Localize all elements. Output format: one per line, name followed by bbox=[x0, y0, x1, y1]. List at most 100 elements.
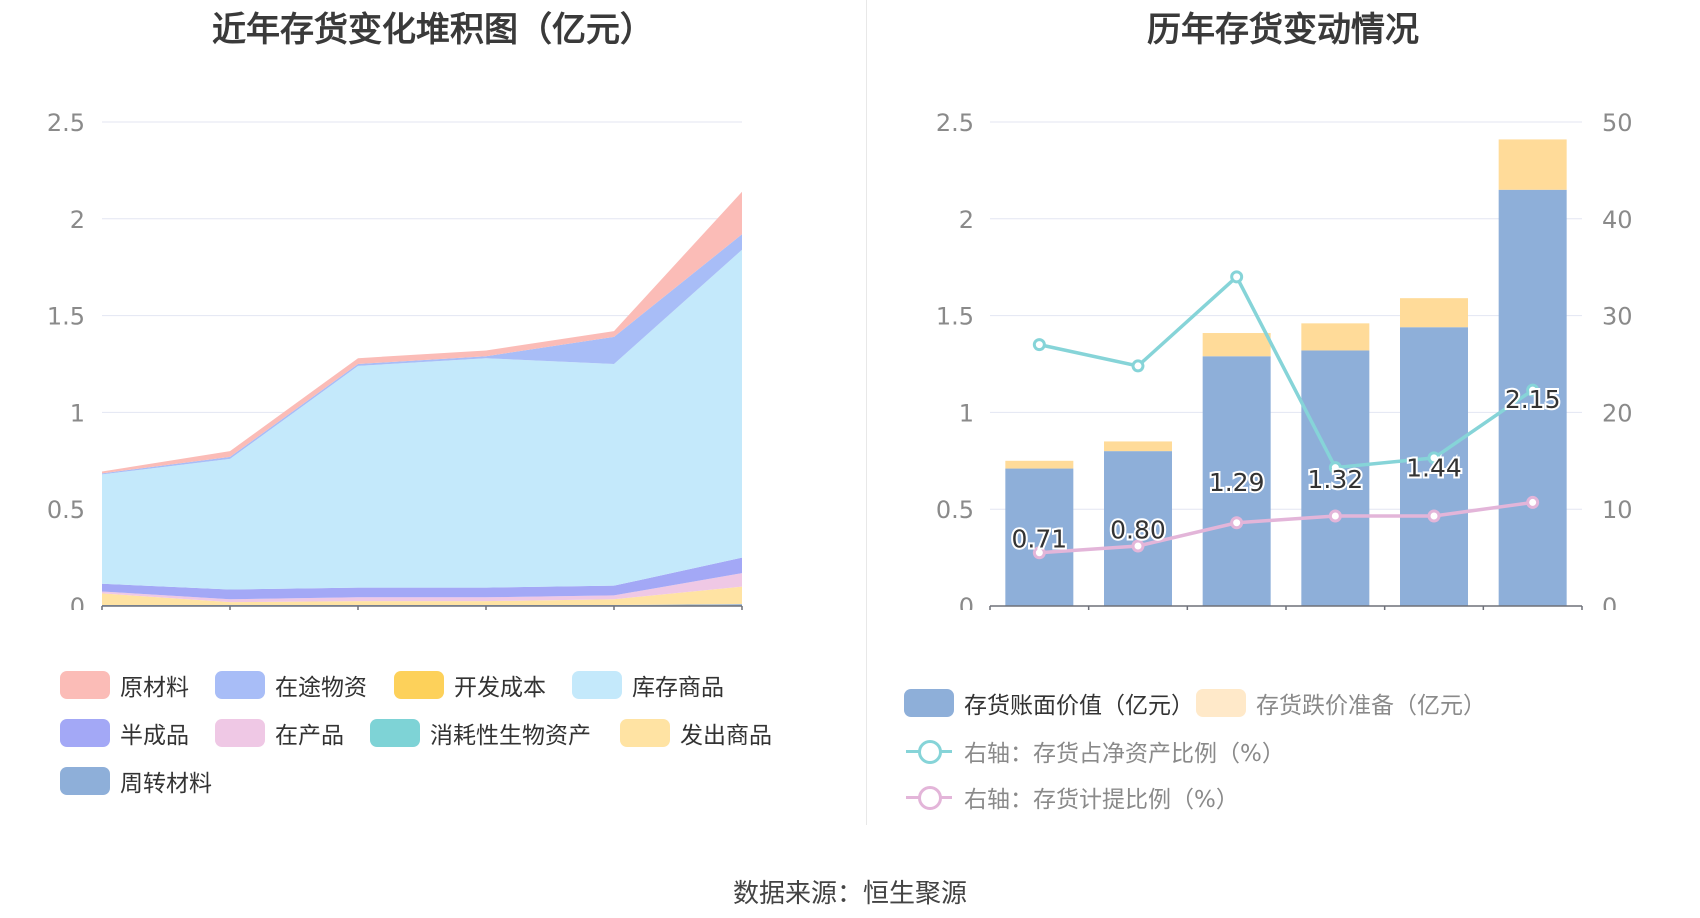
line-point bbox=[1032, 546, 1046, 560]
line-point bbox=[1328, 509, 1342, 523]
chart-title: 近年存货变化堆积图（亿元） bbox=[212, 10, 654, 50]
y-tick-label: 2.5 bbox=[47, 109, 85, 137]
panel-divider bbox=[866, 0, 867, 825]
legend-item[interactable]: 库存商品 bbox=[572, 668, 724, 702]
bar-line-chart-panel: 历年存货变动情况 00.511.522.50102030405020192020… bbox=[866, 0, 1700, 830]
legend-item[interactable]: 半成品 bbox=[60, 716, 189, 750]
line-右轴：存货计提比例（%） bbox=[1039, 500, 1533, 555]
area-series-库存商品 bbox=[102, 249, 742, 590]
y-tick-label: 1 bbox=[70, 399, 85, 427]
legend-swatch bbox=[60, 671, 110, 699]
legend-item[interactable]: 在产品 bbox=[215, 716, 344, 750]
legend-swatch bbox=[370, 719, 420, 747]
bar-value-label: 1.44 bbox=[1406, 454, 1462, 483]
legend-item[interactable]: 原材料 bbox=[60, 668, 189, 702]
line-point bbox=[1526, 383, 1540, 397]
legend-swatch bbox=[620, 719, 670, 747]
legend-item[interactable]: 发出商品 bbox=[620, 716, 772, 750]
y-right-tick-label: 0 bbox=[1602, 593, 1617, 610]
y-right-tick-label: 20 bbox=[1602, 399, 1633, 427]
bar-value-label: 1.29 bbox=[1209, 468, 1265, 497]
line-point bbox=[1328, 461, 1342, 475]
y-left-tick-label: 0 bbox=[959, 593, 974, 610]
line-point bbox=[1427, 451, 1441, 465]
legend-swatch bbox=[394, 671, 444, 699]
legend-label: 在产品 bbox=[275, 723, 344, 749]
line-point bbox=[1230, 270, 1244, 284]
legend-item[interactable]: 右轴：存货占净资产比例（%） bbox=[904, 734, 1285, 768]
legend-label: 周转材料 bbox=[120, 771, 212, 797]
bar-value-label: 2.15 bbox=[1505, 385, 1561, 414]
bar-存货账面价值（亿元） bbox=[1202, 356, 1271, 606]
legend-swatch bbox=[1196, 689, 1246, 717]
y-right-tick-label: 40 bbox=[1602, 206, 1633, 234]
bar-存货跌价准备（亿元） bbox=[1005, 460, 1074, 469]
legend-swatch bbox=[215, 671, 265, 699]
bar-存货账面价值（亿元） bbox=[1400, 327, 1468, 606]
legend-label: 消耗性生物资产 bbox=[430, 723, 591, 749]
bar-存货账面价值（亿元） bbox=[1005, 468, 1074, 606]
bar-存货账面价值（亿元） bbox=[1498, 189, 1567, 606]
y-tick-label: 1.5 bbox=[47, 303, 85, 331]
area-series-原材料 bbox=[102, 191, 742, 474]
bar-存货账面价值（亿元） bbox=[1301, 350, 1370, 606]
y-tick-label: 0 bbox=[70, 593, 85, 610]
area-series-在途物资 bbox=[102, 234, 742, 475]
legend-swatch bbox=[572, 671, 622, 699]
legend-item[interactable]: 存货跌价准备（亿元） bbox=[1196, 686, 1486, 720]
legend-label: 半成品 bbox=[120, 723, 189, 749]
legend-label: 发出商品 bbox=[680, 723, 772, 749]
bar-line-chart: 00.511.522.50102030405020192020202120222… bbox=[936, 109, 1633, 610]
area-series-半成品 bbox=[102, 557, 742, 600]
data-source-note: 数据来源：恒生聚源 bbox=[732, 879, 967, 909]
stacked-area-chart: 00.511.522.5201920202021202220232024H1 bbox=[47, 109, 743, 610]
stacked-area-chart-panel: 近年存货变化堆积图（亿元） 00.511.522.520192020202120… bbox=[0, 0, 866, 830]
legend-label: 存货账面价值（亿元） bbox=[964, 693, 1194, 719]
bar-存货账面价值（亿元） bbox=[1104, 451, 1172, 606]
bar-存货跌价准备（亿元） bbox=[1498, 139, 1567, 190]
legend-label: 在途物资 bbox=[275, 675, 367, 701]
y-left-tick-label: 1 bbox=[959, 399, 974, 427]
chart-title: 历年存货变动情况 bbox=[1147, 10, 1419, 50]
legend-label: 存货跌价准备（亿元） bbox=[1256, 693, 1486, 719]
bar-存货跌价准备（亿元） bbox=[1301, 323, 1370, 351]
bar-value-label: 1.32 bbox=[1307, 465, 1363, 494]
bar-存货跌价准备（亿元） bbox=[1104, 441, 1172, 452]
legend-label: 右轴：存货占净资产比例（%） bbox=[964, 741, 1285, 767]
line-右轴：存货占净资产比例（%） bbox=[1038, 274, 1534, 470]
legend-swatch bbox=[60, 767, 110, 795]
legend-item[interactable]: 开发成本 bbox=[394, 668, 546, 702]
legend-item[interactable]: 在途物资 bbox=[215, 668, 367, 702]
legend-item[interactable]: 周转材料 bbox=[60, 764, 212, 798]
y-right-tick-label: 50 bbox=[1602, 109, 1633, 137]
y-tick-label: 0.5 bbox=[47, 496, 85, 524]
bar-存货跌价准备（亿元） bbox=[1400, 298, 1468, 328]
legend-swatch bbox=[215, 719, 265, 747]
line-point bbox=[1131, 359, 1145, 373]
y-left-tick-label: 0.5 bbox=[936, 496, 974, 524]
bar-value-label: 0.80 bbox=[1110, 516, 1166, 545]
area-series-发出商品 bbox=[102, 586, 742, 606]
legend-item[interactable]: 右轴：存货计提比例（%） bbox=[904, 780, 1239, 814]
legend-item[interactable]: 存货账面价值（亿元） bbox=[904, 686, 1194, 720]
legend-label: 原材料 bbox=[120, 675, 189, 701]
line-point bbox=[1032, 338, 1046, 352]
line-point bbox=[1526, 495, 1540, 509]
y-right-tick-label: 30 bbox=[1602, 303, 1633, 331]
y-right-tick-label: 10 bbox=[1602, 496, 1633, 524]
bar-存货跌价准备（亿元） bbox=[1202, 333, 1271, 357]
y-left-tick-label: 2.5 bbox=[936, 109, 974, 137]
legend-swatch bbox=[904, 689, 954, 717]
line-point bbox=[1230, 516, 1244, 530]
y-left-tick-label: 1.5 bbox=[936, 303, 974, 331]
legend-label: 库存商品 bbox=[632, 675, 724, 701]
y-tick-label: 2 bbox=[70, 206, 85, 234]
line-point bbox=[1427, 509, 1441, 523]
legend-item[interactable]: 消耗性生物资产 bbox=[370, 716, 591, 750]
legend-label: 右轴：存货计提比例（%） bbox=[964, 787, 1239, 813]
y-left-tick-label: 2 bbox=[959, 206, 974, 234]
line-point bbox=[1131, 539, 1145, 553]
legend-label: 开发成本 bbox=[454, 675, 546, 701]
legend-swatch bbox=[904, 737, 954, 765]
legend-swatch bbox=[60, 719, 110, 747]
